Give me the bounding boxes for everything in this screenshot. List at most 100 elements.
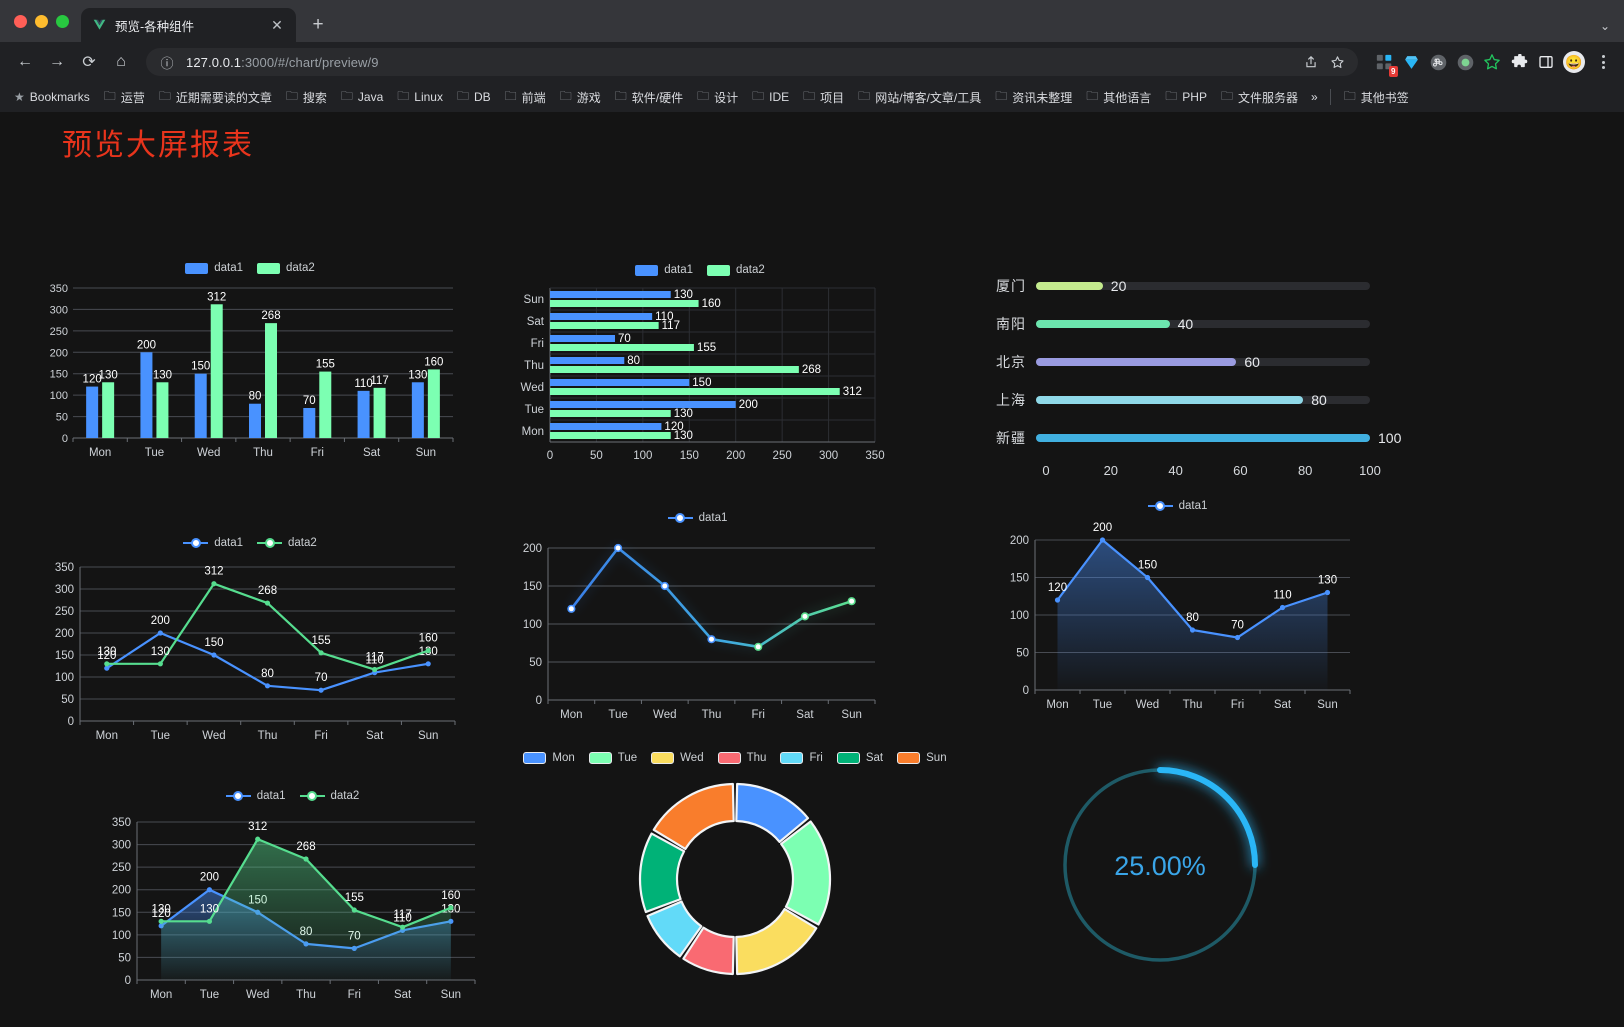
puzzle-icon[interactable] (1509, 52, 1529, 72)
progress-track[interactable]: 60 (1036, 354, 1370, 370)
bookmark-folder-9[interactable]: 🗀 设计 (691, 84, 744, 111)
svg-text:200: 200 (1010, 535, 1029, 547)
svg-text:0: 0 (1023, 685, 1029, 697)
svg-text:Thu: Thu (253, 447, 273, 459)
progress-row[interactable]: 南阳 40 (990, 305, 1370, 343)
address-bar[interactable]: ⓘ 127.0.0.1:3000/#/chart/preview/9 (146, 48, 1358, 76)
svg-text:130: 130 (151, 646, 170, 658)
bookmark-folder-15[interactable]: 🗀 PHP (1159, 84, 1213, 111)
legend-item-sun[interactable]: Sun (897, 752, 947, 764)
svg-text:Fri: Fri (531, 338, 544, 350)
chevron-down-icon[interactable]: ⌄ (1599, 19, 1610, 33)
legend-item-data1[interactable]: data1 (185, 262, 243, 274)
bookmark-label: 设计 (714, 90, 739, 105)
progress-track[interactable]: 20 (1036, 278, 1370, 294)
chart-bar-horizontal[interactable]: data1 data2 0 50 100 150 200 250 300 350 Sun 130 1… (505, 264, 895, 477)
star-outline-green-icon[interactable] (1482, 52, 1502, 72)
new-tab-button[interactable]: + (312, 14, 324, 35)
bookmark-folder-8[interactable]: 🗀 软件/硬件 (609, 84, 689, 111)
chart-area-two-series[interactable]: data1 data2 0 50 100 150 200 250 300 350 Mon Tue W… (95, 790, 490, 1008)
bookmark-folder-10[interactable]: 🗀 IDE (746, 84, 795, 111)
legend-item-data2[interactable]: data2 (299, 790, 359, 802)
legend-item-data2[interactable]: data2 (257, 537, 317, 549)
svg-text:110: 110 (393, 912, 411, 924)
folder-icon: 🗀 (559, 88, 572, 103)
apps-grid-icon[interactable]: 9 (1374, 52, 1398, 77)
svg-text:120: 120 (83, 374, 102, 386)
legend-item-data2[interactable]: data2 (707, 264, 765, 276)
site-info-icon[interactable]: ⓘ (160, 55, 174, 71)
bookmark-folder-2[interactable]: 🗀 搜索 (280, 84, 333, 111)
svg-text:Wed: Wed (1136, 699, 1159, 711)
chart-donut[interactable]: Mon Tue Wed Thu Fri Sat Sun (520, 752, 950, 1004)
minimize-window-button[interactable] (35, 14, 48, 28)
progress-row[interactable]: 北京 60 (990, 343, 1370, 381)
bookmark-item-bookmarks[interactable]: ★ Bookmarks (8, 87, 96, 107)
reload-button[interactable]: ⟳ (82, 54, 96, 71)
close-window-button[interactable] (14, 14, 27, 28)
legend-item-data1[interactable]: data1 (667, 512, 727, 524)
avatar[interactable]: 😀 (1563, 51, 1585, 73)
progress-track[interactable]: 100 (1036, 430, 1401, 446)
star-icon[interactable] (1326, 51, 1348, 73)
chart-progress-bars[interactable]: 厦门 20 南阳 40 北京 60 上海 80 新疆 100 0 20 40 60 80 100 (990, 267, 1401, 487)
legend-item-data1[interactable]: data1 (225, 790, 286, 802)
share-icon[interactable] (1300, 51, 1322, 73)
legend-line-icon (257, 537, 282, 549)
command-icon[interactable] (1428, 52, 1448, 72)
folder-icon: 🗀 (803, 88, 816, 103)
sidepanel-icon[interactable] (1536, 52, 1556, 72)
chart-gauge[interactable]: 25.00% (1045, 740, 1275, 995)
star-icon: ★ (14, 90, 25, 104)
home-button[interactable]: ⌂ (116, 53, 126, 70)
legend-item-wed[interactable]: Wed (651, 752, 704, 764)
progress-track[interactable]: 80 (1036, 392, 1370, 408)
legend-item-tue[interactable]: Tue (588, 752, 637, 764)
bookmark-folder-1[interactable]: 🗀 近期需要读的文章 (153, 84, 278, 111)
diamond-icon[interactable] (1401, 52, 1421, 72)
progress-track[interactable]: 40 (1036, 316, 1370, 332)
bookmark-folder-14[interactable]: 🗀 其他语言 (1080, 84, 1157, 111)
bookmark-folder-4[interactable]: 🗀 Linux (391, 84, 449, 111)
svg-text:Tue: Tue (525, 404, 544, 416)
bookmark-folder-13[interactable]: 🗀 资讯未整理 (989, 84, 1078, 111)
progress-fill (1036, 320, 1170, 328)
circle-green-icon[interactable] (1455, 52, 1475, 72)
close-icon[interactable]: ✕ (271, 17, 283, 33)
bookmark-folder-7[interactable]: 🗀 游戏 (554, 84, 607, 111)
forward-button[interactable]: → (49, 53, 65, 70)
bookmark-label: 其他书签 (1360, 90, 1409, 105)
legend-item-thu[interactable]: Thu (717, 752, 766, 764)
chart-area-single[interactable]: data1 0 50 100 150 200 Mon Tue Wed Thu Fri Sat Sun 1… (990, 500, 1365, 718)
bookmark-folder-3[interactable]: 🗀 Java (335, 84, 389, 111)
bookmark-label: 资讯未整理 (1012, 90, 1073, 105)
svg-text:Wed: Wed (246, 989, 269, 1001)
legend-item-data2[interactable]: data2 (257, 262, 315, 274)
browser-tab[interactable]: 预览-各种组件 ✕ (81, 8, 296, 42)
bookmark-folder-0[interactable]: 🗀 运营 (98, 84, 151, 111)
chart-line-two-series[interactable]: data1 data2 0 50 100 150 200 250 300 350 Mon Tue W… (40, 537, 460, 755)
maximize-window-button[interactable] (56, 14, 69, 28)
chart-line-smooth[interactable]: data1 0 50 100 150 200 Mon Tue Wed Thu Fri Sat Sun (500, 512, 895, 735)
legend-item-data1[interactable]: data1 (635, 264, 693, 276)
bookmark-folder-6[interactable]: 🗀 前端 (499, 84, 552, 111)
bookmark-folder-11[interactable]: 🗀 项目 (797, 84, 850, 111)
chart-bar-vertical[interactable]: data1 data2 0 50 100 150 200 250 300 350 Mon 120 1… (40, 262, 460, 475)
legend-line-icon (225, 790, 251, 802)
legend-item-sat[interactable]: Sat (836, 752, 883, 764)
bookmark-folder-other[interactable]: 🗀 其他书签 (1338, 84, 1415, 111)
bookmark-folder-16[interactable]: 🗀 文件服务器 (1215, 84, 1304, 111)
progress-row[interactable]: 上海 80 (990, 381, 1370, 419)
bookmark-folder-5[interactable]: 🗀 DB (451, 84, 497, 111)
legend-item-mon[interactable]: Mon (523, 752, 575, 764)
bookmarks-overflow-button[interactable]: » (1311, 90, 1318, 104)
browser-menu-button[interactable] (1592, 55, 1614, 69)
axis-tick-label: 60 (1233, 463, 1248, 478)
progress-row[interactable]: 厦门 20 (990, 267, 1370, 305)
legend-item-data1[interactable]: data1 (1147, 500, 1207, 512)
legend-item-data1[interactable]: data1 (183, 537, 243, 549)
bookmark-folder-12[interactable]: 🗀 网站/博客/文章/工具 (852, 84, 987, 111)
legend-item-fri[interactable]: Fri (780, 752, 823, 764)
progress-row[interactable]: 新疆 100 (990, 419, 1401, 457)
back-button[interactable]: ← (17, 53, 33, 70)
